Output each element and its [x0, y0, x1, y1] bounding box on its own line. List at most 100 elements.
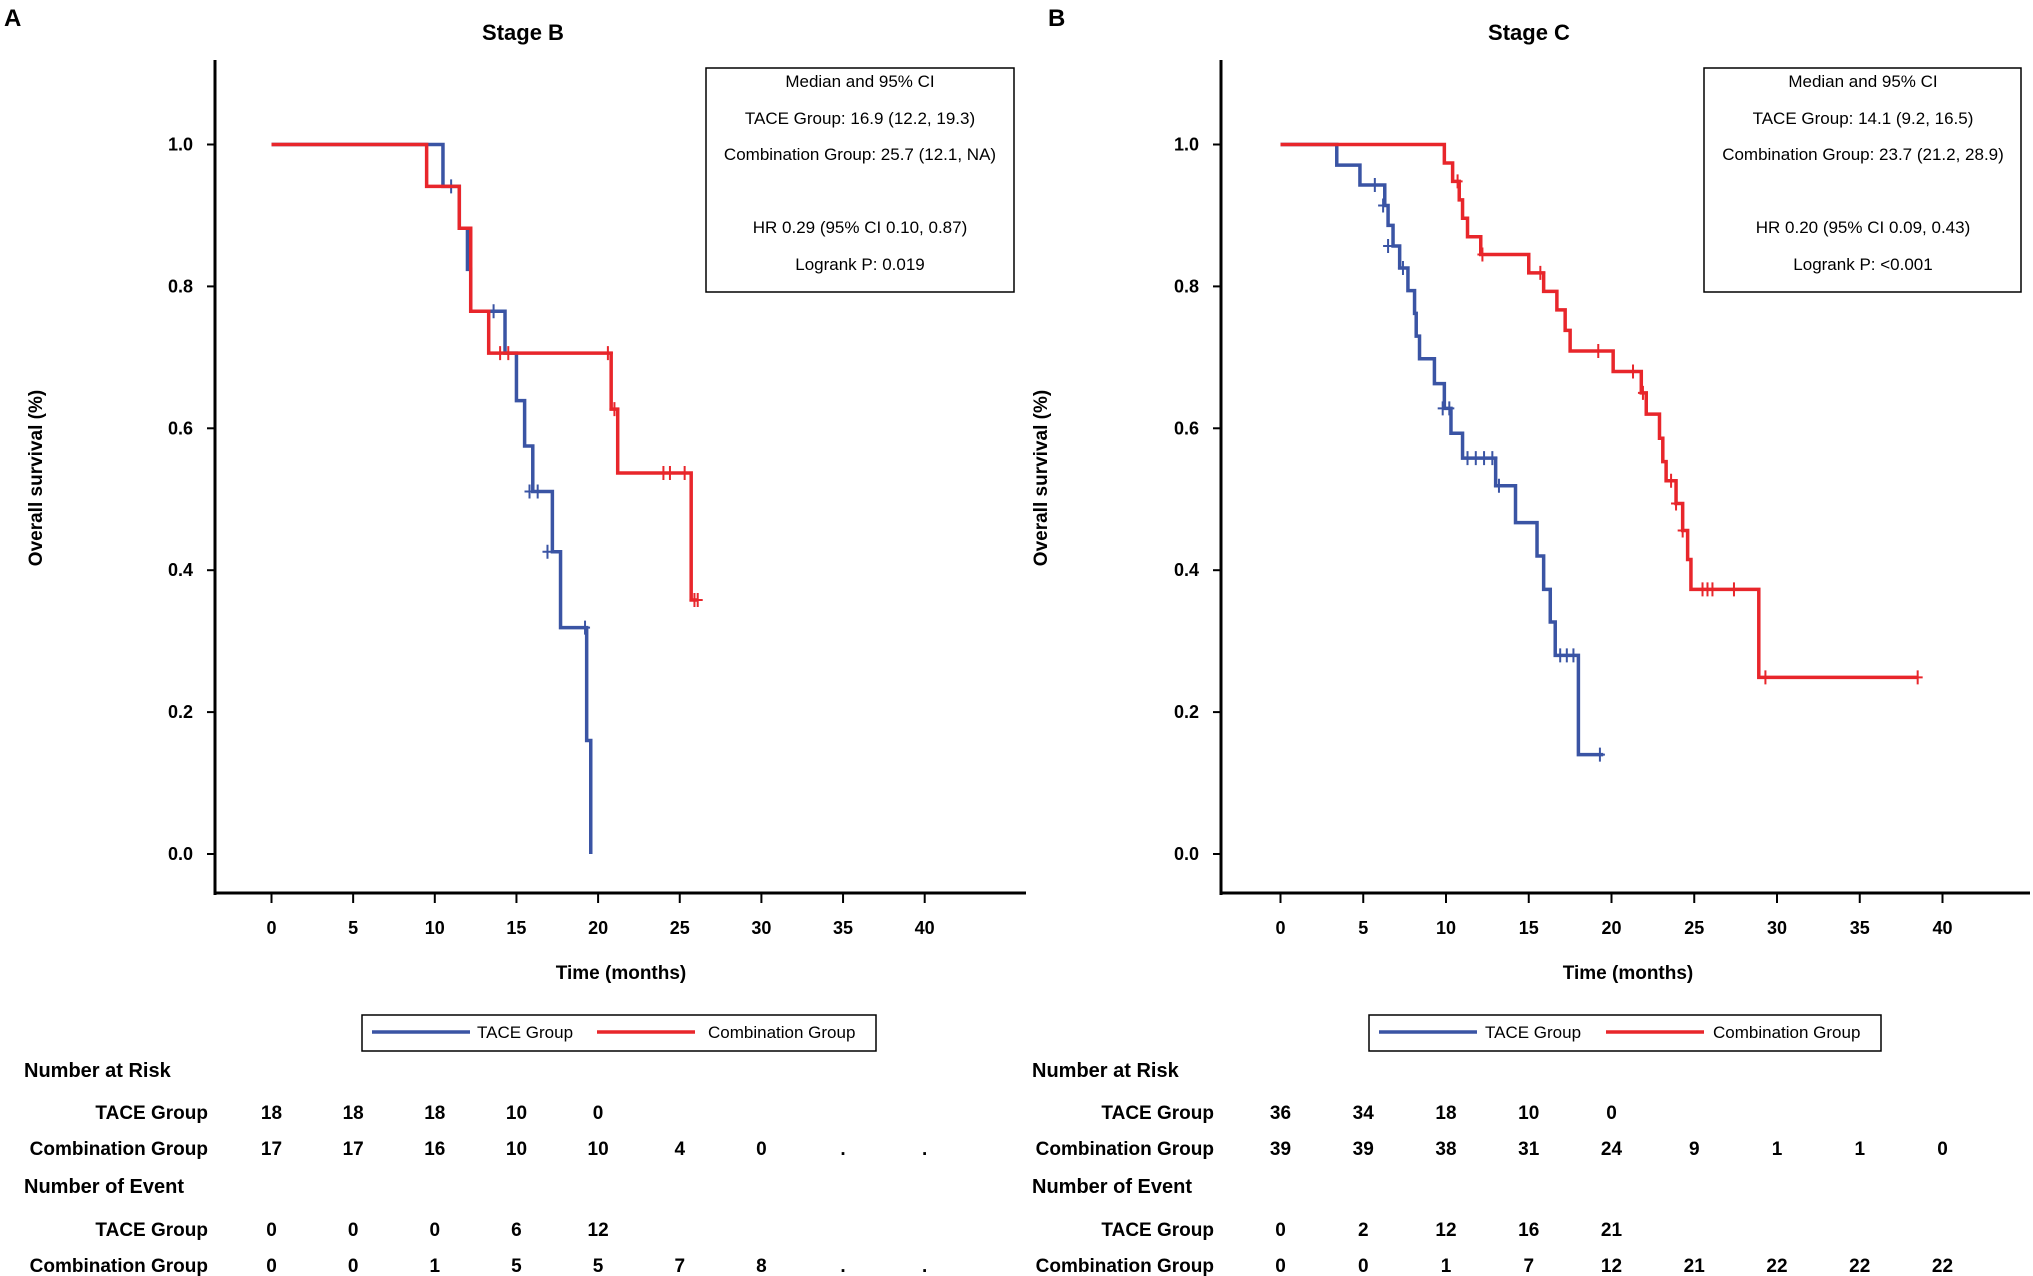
x-tick-label: 5	[348, 918, 358, 938]
event-value-combination: 0	[1275, 1256, 1286, 1276]
panel-a-curves	[271, 142, 703, 854]
x-tick-label: 35	[1850, 918, 1870, 938]
x-tick-label: 30	[751, 918, 771, 938]
y-tick-label: 0.6	[168, 418, 193, 438]
risk-value-combination: 10	[588, 1139, 609, 1160]
panel-a-y-ticks: 0.0 0.2 0.4 0.6 0.8 1.0	[168, 135, 215, 864]
event-value-combination: 5	[593, 1256, 604, 1276]
panel-a-stats-tace: TACE Group: 16.9 (12.2, 19.3)	[745, 109, 975, 128]
panel-b: B Stage C 0.00.20.40.60.81.0 0 5 10 15 20 25 3…	[1031, 5, 2030, 1276]
censor-mark	[1707, 582, 1718, 597]
censor-mark	[1671, 496, 1682, 511]
panel-a-risk-row-label-combination: Combination Group	[30, 1139, 208, 1160]
event-value-tace: 6	[511, 1220, 522, 1241]
censor-mark	[1760, 670, 1771, 685]
event-value-tace: 0	[430, 1220, 441, 1241]
event-value-tace: 0	[348, 1220, 359, 1241]
panel-b-risk-table: Number at Risk TACE Group Combination Gr…	[1032, 1060, 1953, 1276]
y-tick-label: 0.4	[168, 560, 193, 580]
x-tick-label: 15	[1519, 918, 1539, 938]
risk-value-tace: 0	[593, 1103, 604, 1124]
panel-a-legend-combination-label: Combination Group	[708, 1023, 855, 1042]
event-value-combination: .	[840, 1256, 845, 1276]
panel-b-risk-row-label-combination: Combination Group	[1036, 1139, 1214, 1160]
x-tick-label: 10	[1436, 918, 1456, 938]
event-value-combination: 1	[1441, 1256, 1452, 1276]
panel-a-x-axis-label: Time (months)	[556, 963, 687, 984]
panel-a-legend: TACE Group Combination Group	[361, 1014, 877, 1052]
censor-mark	[1593, 343, 1604, 358]
censor-mark	[1637, 385, 1648, 400]
panel-a-risk-values: 18 18 18 10 0 17 17 16 10 10 4 0. . 0 0 0 6 12 0 0 1 5 5 7 8..	[261, 1103, 927, 1276]
censor-mark	[692, 592, 703, 607]
panel-b-stats-frame	[1703, 67, 2022, 293]
panel-b-legend-tace-label: TACE Group	[1485, 1023, 1581, 1042]
panel-a-x-ticks: 0 5 10 15 20 25 30 35 40	[266, 893, 935, 938]
censor-mark	[1628, 364, 1639, 379]
y-tick-label: 0.2	[1174, 702, 1199, 722]
y-tick-label: 0.2	[168, 702, 193, 722]
panel-b-y-axis-label: Overall survival (%)	[1031, 390, 1052, 566]
risk-value-combination: 9	[1689, 1139, 1700, 1160]
panel-a-label: A	[4, 5, 21, 32]
risk-value-combination: 0	[756, 1139, 767, 1160]
risk-value-combination: 31	[1518, 1139, 1540, 1160]
panel-b-stats-hr: HR 0.20 (95% CI 0.09, 0.43)	[1756, 218, 1971, 237]
panel-b-stats-box: Median and 95% CI TACE Group: 14.1 (9.2,…	[1703, 67, 2022, 293]
event-value-tace: 12	[1435, 1220, 1456, 1241]
panel-b-risk-heading: Number at Risk	[1032, 1060, 1180, 1082]
censor-mark	[1444, 401, 1455, 416]
panel-b-legend: TACE Group Combination Group	[1368, 1014, 1882, 1052]
censor-mark	[1666, 473, 1677, 488]
x-tick-label: 25	[670, 918, 690, 938]
panel-b-stats-tace: TACE Group: 14.1 (9.2, 16.5)	[1753, 109, 1974, 128]
censor-mark	[1487, 451, 1498, 466]
panel-b-stats-header: Median and 95% CI	[1788, 72, 1937, 91]
censor-mark	[679, 465, 690, 480]
censor-mark	[1728, 582, 1739, 597]
tace-survival-curve	[1280, 142, 1604, 757]
y-tick-label: 1.0	[168, 135, 193, 155]
panel-a-stats-frame	[705, 67, 1015, 293]
x-tick-label: 15	[506, 918, 526, 938]
panel-b-risk-row-label-tace: TACE Group	[1101, 1103, 1214, 1124]
risk-value-tace: 18	[1435, 1103, 1456, 1124]
censor-mark	[664, 465, 675, 480]
event-value-combination: 7	[1523, 1256, 1534, 1276]
risk-value-tace: 36	[1270, 1103, 1291, 1124]
panel-a-title: Stage B	[482, 20, 564, 45]
panel-a-risk-table: Number at Risk TACE Group Combination Gr…	[24, 1060, 927, 1276]
panel-b-title: Stage C	[1488, 20, 1570, 45]
censor-mark	[1535, 265, 1546, 280]
x-tick-label: 40	[915, 918, 935, 938]
y-tick-label: 0.4	[1174, 560, 1199, 580]
risk-value-tace: 18	[424, 1103, 445, 1124]
x-tick-label: 25	[1684, 918, 1704, 938]
panel-a-y-axis-label: Overall survival (%)	[26, 390, 47, 566]
panel-a-risk-row-label-tace: TACE Group	[95, 1103, 208, 1124]
event-value-tace: 16	[1518, 1220, 1539, 1241]
panel-b-y-ticks: 0.0 0.2 0.4 0.6 0.8 1.0	[1174, 135, 1221, 864]
panel-b-stats-logrank: Logrank P: <0.001	[1793, 255, 1932, 274]
censor-mark	[1369, 177, 1380, 192]
censor-mark	[1568, 648, 1579, 663]
censor-mark	[542, 544, 553, 559]
risk-value-combination: .	[840, 1139, 845, 1160]
x-tick-label: 10	[425, 918, 445, 938]
event-value-combination: 0	[348, 1256, 359, 1276]
panel-a-legend-tace-label: TACE Group	[477, 1023, 573, 1042]
risk-value-combination: 0	[1937, 1139, 1948, 1160]
censor-mark	[1383, 238, 1394, 253]
risk-value-combination: 39	[1353, 1139, 1374, 1160]
y-tick-label: 1.0	[1174, 135, 1199, 155]
risk-value-combination: 24	[1601, 1139, 1623, 1160]
event-value-combination: 1	[430, 1256, 441, 1276]
event-value-tace: 0	[266, 1220, 277, 1241]
panel-a-event-heading: Number of Event	[24, 1176, 184, 1198]
risk-value-combination: 16	[424, 1139, 445, 1160]
censor-mark	[1397, 260, 1408, 275]
risk-value-tace: 18	[343, 1103, 364, 1124]
y-tick-label: 0.0	[1174, 844, 1199, 864]
risk-value-combination: 39	[1270, 1139, 1291, 1160]
